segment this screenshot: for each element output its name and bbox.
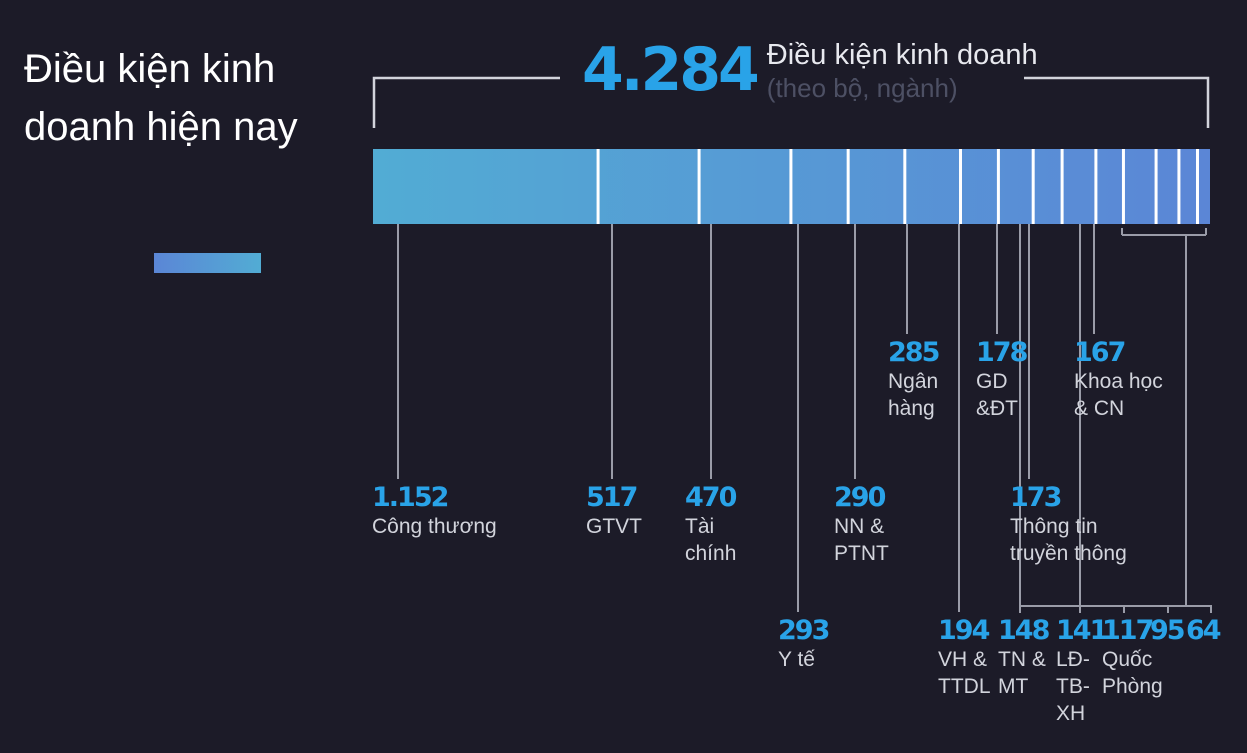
data-label-value: 290 [834, 482, 886, 513]
data-label-value: 148 [998, 615, 1050, 646]
data-label-value: 117 [1102, 615, 1154, 646]
total-label: Điều kiện kinh doanh [766, 39, 1038, 71]
bar-segment-5 [905, 149, 961, 224]
data-label-value: 95 [1150, 615, 1186, 646]
total-caption: Điều kiện kinh doanh (theo bộ, ngành) [767, 38, 1038, 104]
data-label-category: GTVT [586, 515, 642, 538]
bar-segment-13 [1179, 149, 1198, 224]
data-label-value: 470 [685, 482, 737, 513]
data-label-5: 285 Ngân hàng [888, 337, 940, 422]
data-label-value: 167 [1074, 337, 1126, 368]
data-label-category: Tài chính [685, 515, 737, 565]
total-header: 4.284 Điều kiện kinh doanh (theo bộ, ngà… [582, 36, 1038, 106]
data-label-0: 1.152 Công thương [372, 483, 497, 540]
bar-segment-10 [1096, 149, 1124, 224]
data-label-value: 293 [778, 615, 830, 646]
data-label-category: GD &ĐT [976, 370, 1018, 420]
data-label-3: 293 Y tế [778, 615, 830, 673]
bar-segment-4 [848, 149, 905, 224]
data-label-4: 290 NN & PTNT [834, 483, 889, 567]
bar-segment-11 [1123, 149, 1156, 224]
data-label-category: Khoa học & CN [1074, 370, 1163, 420]
bar-segment-3 [791, 149, 848, 224]
data-label-8: 148 TN & MT [998, 615, 1050, 700]
data-label-12: 117 Quốc Phòng [1102, 616, 1163, 700]
bar-segments [373, 149, 1210, 224]
data-label-value: 141 [1056, 615, 1108, 646]
data-label-category: NN & PTNT [834, 515, 889, 565]
data-label-value: 194 [938, 615, 990, 646]
leader-lines [397, 224, 1212, 613]
data-label-value: 64 [1186, 615, 1222, 646]
data-label-9: 173 Thông tin truyền thông [1010, 483, 1127, 567]
data-label-category: Y tế [778, 648, 815, 671]
data-label-2: 470 Tài chính [685, 482, 737, 567]
data-label-value: 285 [888, 337, 940, 368]
data-label-category: TN & MT [998, 648, 1046, 698]
data-label-value: 178 [976, 337, 1028, 368]
data-label-category: Quốc Phòng [1102, 648, 1163, 698]
chart-title: Điều kiện kinh doanh hiện nay [24, 47, 298, 149]
total-bracket [372, 76, 1210, 128]
data-label-value: 517 [586, 482, 638, 513]
bar-segment-7 [998, 149, 1033, 224]
data-label-13: 95 [1150, 615, 1186, 646]
bar-segment-9 [1062, 149, 1096, 224]
legend-swatch [154, 253, 261, 273]
bar-segment-6 [961, 149, 999, 224]
data-label-14: 64 [1186, 615, 1222, 646]
data-label-category: Công thương [372, 515, 497, 538]
data-label-11: 167 Khoa học & CN [1074, 338, 1163, 422]
data-label-category: Ngân hàng [888, 370, 939, 420]
data-label-1: 517 GTVT [586, 483, 642, 540]
data-label-value: 173 [1010, 482, 1062, 513]
data-label-7: 178 GD &ĐT [976, 337, 1028, 422]
bar-segment-0 [373, 149, 598, 224]
total-sub: (theo bộ, ngành) [766, 73, 958, 103]
data-label-category: LĐ- TB- XH [1056, 648, 1090, 725]
bar-segment-14 [1197, 149, 1210, 224]
bar-segment-1 [598, 149, 699, 224]
bar-segment-8 [1033, 149, 1062, 224]
data-label-category: VH & TTDL [938, 648, 991, 698]
total-value: 4.284 [582, 35, 760, 105]
data-label-category: Thông tin truyền thông [1010, 515, 1127, 565]
bar-segment-2 [699, 149, 791, 224]
bar-segment-12 [1156, 149, 1179, 224]
data-label-6: 194 VH & TTDL [938, 616, 991, 700]
data-label-10: 141 LĐ- TB- XH [1056, 615, 1108, 727]
data-label-value: 1.152 [372, 482, 449, 513]
